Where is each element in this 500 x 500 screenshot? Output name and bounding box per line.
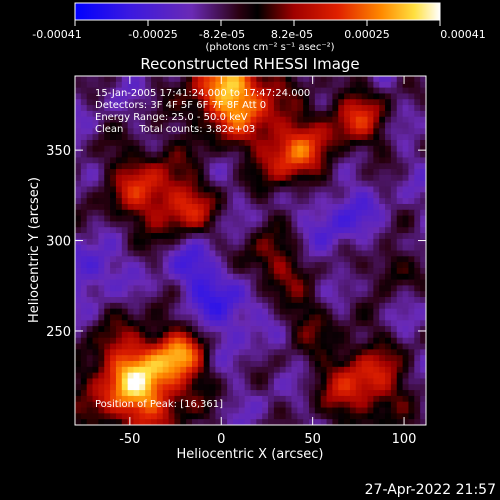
colorbar-units-label: (photons cm⁻² s⁻¹ asec⁻²) [205,42,334,53]
colorbar-tick-label: 0.00025 [344,28,390,41]
y-axis-label: Heliocentric Y (arcsec) [27,177,42,323]
x-tick-label: 0 [217,432,225,447]
x-tick-label: -50 [119,432,140,447]
x-axis: -50 0 50 100 [119,76,416,447]
annotation-detectors: Detectors: 3F 4F 5F 6F 7F 8F Att 0 [95,100,266,111]
y-tick-label: 350 [46,144,71,159]
chart-title: Reconstructed RHESSI Image [140,55,359,73]
heatmap-image [75,76,426,425]
colorbar-tick-label: -0.00041 [32,28,81,41]
x-axis-label: Heliocentric X (arcsec) [177,447,324,462]
y-tick-label: 300 [46,235,71,250]
annotation-energy-range: Energy Range: 25.0 - 50.0 keV [95,112,248,123]
colorbar-tick-label: 8.2e-05 [271,28,313,41]
x-tick-label: 100 [392,432,417,447]
y-tick-label: 250 [46,325,71,340]
colorbar-tick-label: 0.00041 [440,28,486,41]
x-tick-label: 50 [304,432,321,447]
annotation-counts: Clean Total counts: 3.82e+03 [95,124,255,135]
footer-timestamp: 27-Apr-2022 21:57 [365,482,496,498]
annotation-peak-position: Position of Peak: [16,361] [95,399,223,410]
plot-frame [74,75,427,426]
colorbar [74,2,441,21]
colorbar-ticks [74,20,441,26]
annotation-time-range: 15-Jan-2005 17:41:24.000 to 17:47:24.000 [95,88,310,99]
y-axis: 250 300 350 [46,144,426,340]
colorbar-tick-label: -0.00025 [128,28,177,41]
colorbar-tick-label: -8.2e-05 [199,28,245,41]
